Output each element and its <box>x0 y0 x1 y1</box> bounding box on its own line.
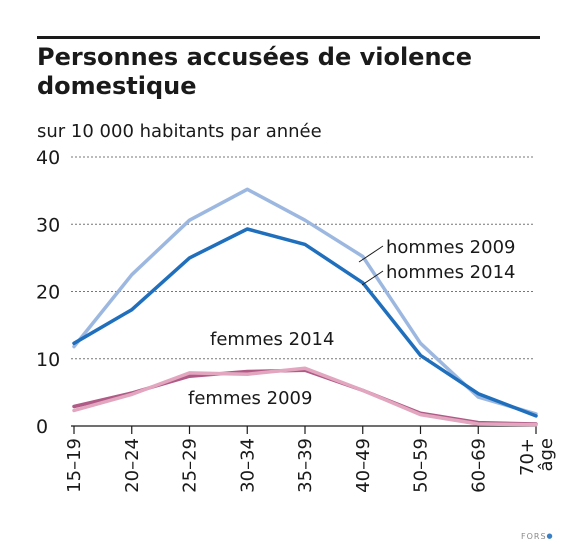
credit-text: FORS <box>521 532 547 541</box>
grid-lines <box>71 156 535 360</box>
series-label-femmes-2014: femmes 2014 <box>210 329 334 350</box>
x-tick-label-text: 25–29 <box>180 438 201 493</box>
y-tick-label: 10 <box>36 349 60 371</box>
y-axis-ticks: 0 10 20 30 40 <box>36 147 60 438</box>
series-line-femmes-2009 <box>72 366 538 427</box>
series-label-hommes-2014: hommes 2014 <box>386 262 515 283</box>
x-axis: 15–19 20–24 25–29 30–34 35–39 40–49 50–59 60–69… <box>64 425 557 493</box>
x-tick-label: 50–59 <box>411 438 432 493</box>
series-labels: hommes 2009 hommes 2014 femmes 2014 femm… <box>188 237 515 409</box>
x-tick-label-text: 15–19 <box>64 438 85 493</box>
x-tick-label: 20–24 <box>122 438 143 493</box>
x-tick-label-text: 35–39 <box>295 438 316 493</box>
x-tick-label: 35–39 <box>295 438 316 493</box>
x-tick-label-text: 70+ <box>517 438 538 476</box>
series-label-femmes-2009: femmes 2009 <box>188 388 312 409</box>
x-tick-label-text: 50–59 <box>411 438 432 493</box>
title-rule <box>37 36 540 39</box>
y-tick-label: 20 <box>36 282 60 304</box>
chart-title: Personnes accusées de violence domestiqu… <box>37 43 473 100</box>
series-label-hommes-2009: hommes 2009 <box>386 237 515 258</box>
x-tick-label: 40–49 <box>353 438 374 493</box>
x-tick-label-text: 20–24 <box>122 438 143 493</box>
x-tick-label: 70+âge <box>517 438 557 476</box>
label-leader-hommes-2009 <box>358 245 384 263</box>
x-tick-label-text: 40–49 <box>353 438 374 493</box>
chart-subtitle: sur 10 000 habitants par année <box>37 121 322 142</box>
credit-logo: FORS● <box>521 532 554 541</box>
x-tick-label: 15–19 <box>64 438 85 493</box>
y-tick-label: 40 <box>36 147 60 169</box>
x-tick-label: 30–34 <box>237 438 258 493</box>
y-tick-label: 0 <box>36 416 48 438</box>
x-tick-label-text: âge <box>536 438 557 472</box>
x-tick-label-text: 30–34 <box>237 438 258 493</box>
series-lines <box>72 187 538 427</box>
x-tick-label: 25–29 <box>180 438 201 493</box>
series-line-hommes-2014 <box>72 227 538 418</box>
x-tick-label-text: 60–69 <box>468 438 489 493</box>
label-leader-hommes-2014 <box>361 270 384 286</box>
x-tick-label: 60–69 <box>468 438 489 493</box>
y-tick-label: 30 <box>36 214 60 236</box>
